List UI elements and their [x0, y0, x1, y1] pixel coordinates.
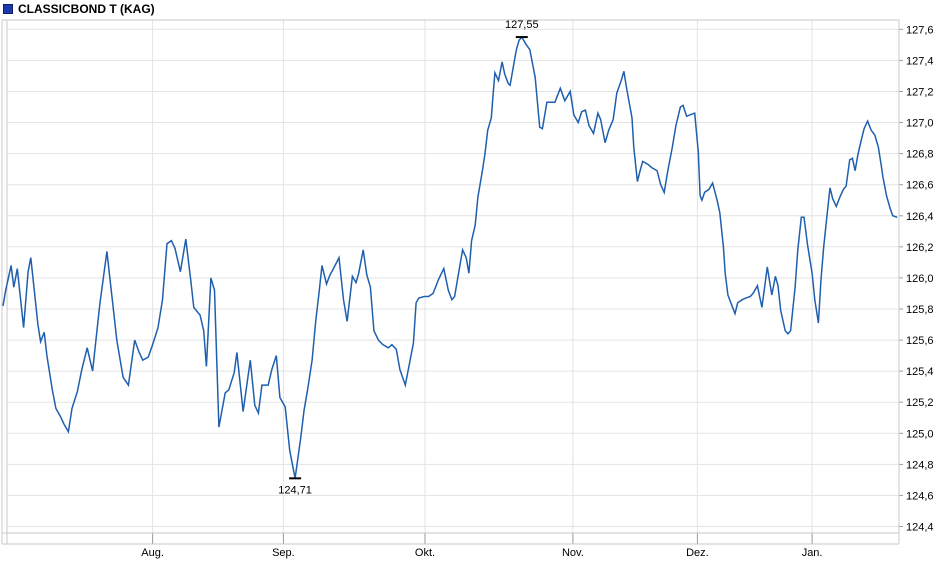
y-axis-label: 125,0	[906, 428, 934, 440]
price-line	[2, 35, 898, 479]
y-axis-label: 126,0	[906, 273, 934, 285]
y-axis-label: 126,6	[906, 180, 934, 192]
min-annotation-label: 124,71	[278, 484, 312, 496]
x-axis-label: Dez.	[686, 547, 709, 559]
y-axis-label: 127,6	[906, 24, 934, 36]
series-legend-swatch-icon	[3, 4, 13, 14]
chart-title: CLASSICBOND T (KAG)	[18, 2, 155, 16]
x-axis-label: Nov.	[562, 547, 584, 559]
y-axis-label: 126,4	[906, 211, 934, 223]
y-axis-label: 127,0	[906, 118, 934, 130]
y-axis-label: 124,8	[906, 459, 934, 471]
chart-header: CLASSICBOND T (KAG)	[3, 1, 155, 17]
x-axis-label: Okt.	[415, 547, 435, 559]
y-axis-label: 127,2	[906, 87, 934, 99]
y-axis-label: 126,2	[906, 242, 934, 254]
y-axis-label: 124,4	[906, 522, 934, 534]
y-axis-label: 125,2	[906, 397, 934, 409]
y-axis-label: 127,4	[906, 55, 934, 67]
x-axis-label: Sep.	[272, 547, 295, 559]
y-axis-label: 125,4	[906, 366, 934, 378]
y-axis-label: 125,8	[906, 304, 934, 316]
y-axis-label: 125,6	[906, 335, 934, 347]
y-axis-label: 126,8	[906, 149, 934, 161]
x-axis-label: Jan.	[802, 547, 823, 559]
y-axis-label: 124,6	[906, 490, 934, 502]
max-annotation-label: 127,55	[505, 19, 539, 31]
x-axis-label: Aug.	[141, 547, 164, 559]
